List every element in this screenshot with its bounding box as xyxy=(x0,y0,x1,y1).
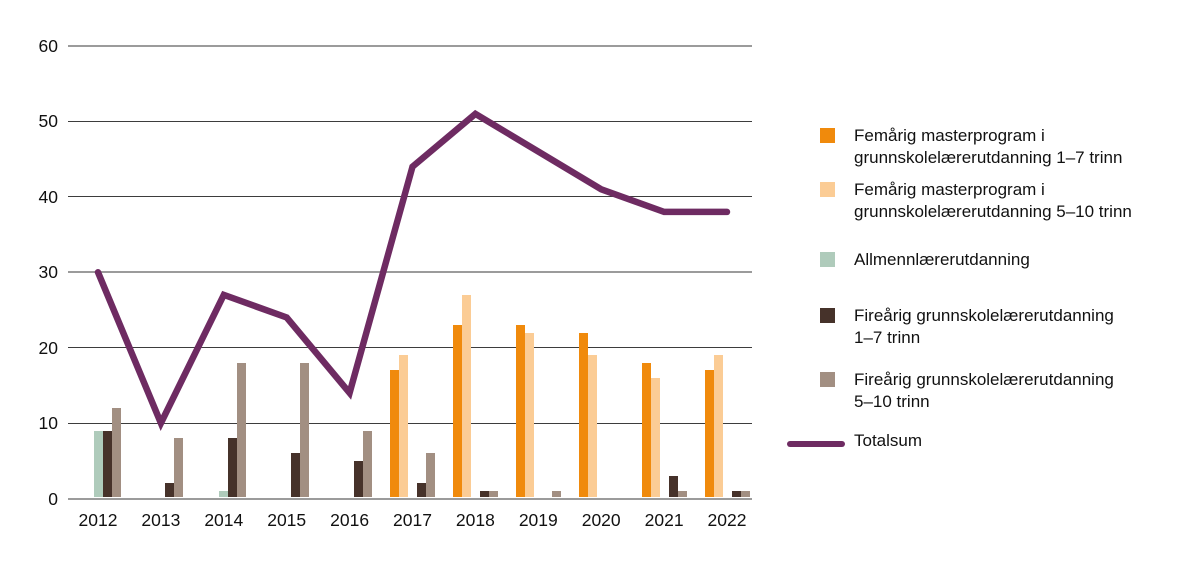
y-axis-label: 20 xyxy=(38,337,58,358)
bar-2014 xyxy=(237,362,247,498)
bar-2019 xyxy=(551,490,561,498)
legend-swatch-square xyxy=(820,372,835,387)
bar-2012 xyxy=(93,430,103,498)
gridline-0 xyxy=(68,497,752,500)
bar-2020 xyxy=(587,355,597,498)
x-axis-label: 2012 xyxy=(78,510,118,530)
x-axis-label: 2017 xyxy=(393,510,432,530)
legend-swatch-square xyxy=(820,182,835,197)
bar-2021 xyxy=(641,362,651,498)
y-axis-label: 50 xyxy=(38,111,58,132)
bar-2021 xyxy=(677,490,687,498)
bar-2019 xyxy=(524,332,534,498)
legend-label: Totalsum xyxy=(854,431,923,450)
legend-label: Femårig masterprogram i grunnskolelærerut… xyxy=(854,180,1132,221)
y-axis-label: 30 xyxy=(38,262,58,283)
bar-2018 xyxy=(479,490,489,498)
bar-2015 xyxy=(291,453,301,498)
bar-2020 xyxy=(578,332,588,498)
bar-2014 xyxy=(219,490,229,498)
bar-2022 xyxy=(731,490,741,498)
y-axis-label: 60 xyxy=(38,35,58,56)
bar-2021 xyxy=(650,377,660,498)
x-axis-label: 2016 xyxy=(330,510,370,530)
legend-swatch-square xyxy=(820,308,835,323)
x-axis-label: 2020 xyxy=(581,510,621,530)
bar-2022 xyxy=(713,355,723,498)
bar-2017 xyxy=(399,355,408,498)
legend-label: Fireårig grunnskolelærerutdanning 5–10 tr… xyxy=(854,370,1114,411)
y-axis-label: 0 xyxy=(48,488,58,509)
gridline-20 xyxy=(68,347,752,349)
x-axis-label: 2022 xyxy=(707,510,747,530)
bar-2018 xyxy=(488,490,498,498)
legend-label: Fireårig grunnskolelærerutdanning 1–7 tri… xyxy=(854,306,1114,347)
gridline-60 xyxy=(68,44,752,47)
x-axis-label: 2015 xyxy=(267,510,307,530)
legend-swatch-line xyxy=(787,441,845,447)
bar-2014 xyxy=(228,438,238,498)
bar-2018 xyxy=(461,294,471,498)
y-axis-label: 10 xyxy=(38,413,58,434)
bar-2015 xyxy=(300,362,310,498)
x-axis-label: 2021 xyxy=(644,510,684,530)
bar-2013 xyxy=(174,438,184,498)
x-axis-label: 2018 xyxy=(455,510,495,530)
x-axis-label: 2014 xyxy=(204,510,244,530)
bar-2012 xyxy=(102,430,112,498)
legend-label: Allmennlærerutdanning xyxy=(854,250,1030,269)
bar-2013 xyxy=(165,483,175,498)
total-line xyxy=(94,109,731,431)
bar-2022 xyxy=(740,490,750,498)
x-axis-label: 2013 xyxy=(141,510,181,530)
gridline-40 xyxy=(68,196,752,198)
legend-swatch-square xyxy=(820,252,835,267)
bar-2012 xyxy=(111,407,121,498)
bar-2019 xyxy=(515,325,525,498)
gridline-30 xyxy=(68,271,752,274)
x-axis-label: 2019 xyxy=(518,510,558,530)
gridline-50 xyxy=(68,120,752,122)
y-axis-label: 40 xyxy=(38,186,58,207)
bar-2016 xyxy=(354,460,364,498)
bar-2018 xyxy=(452,325,462,498)
bar-2016 xyxy=(363,430,373,498)
bar-2017 xyxy=(390,370,399,498)
bar-2021 xyxy=(668,475,678,498)
bar-2017 xyxy=(426,453,435,498)
legend-label: Femårig masterprogram i grunnskolelærerut… xyxy=(854,126,1123,167)
bar-2022 xyxy=(704,370,714,498)
legend-swatch-square xyxy=(820,128,835,143)
bar-2017 xyxy=(417,483,426,498)
